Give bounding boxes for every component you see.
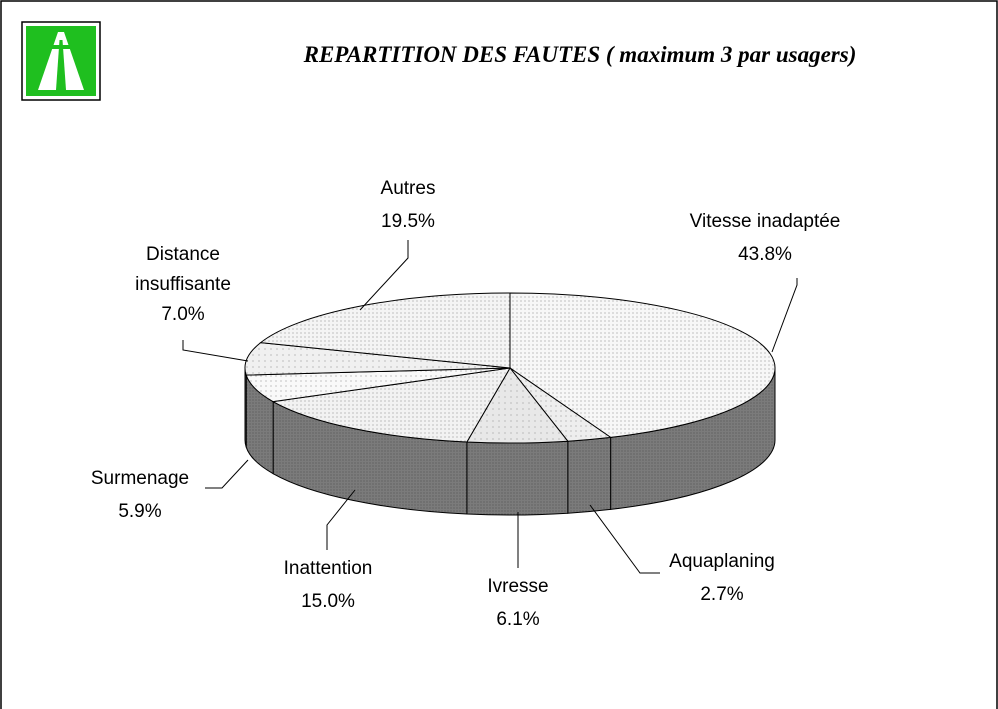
slice-label: Vitesse inadaptée 43.8% [690, 205, 841, 271]
value-label: 6.1% [496, 609, 540, 630]
slice-side [244, 367, 247, 448]
slice-top [509, 292, 776, 438]
category-label: Vitesse inadaptée [689, 211, 841, 232]
category-label: Distance insuffisante [135, 244, 231, 295]
category-label: Surmenage [90, 468, 190, 489]
slice-top [259, 292, 511, 369]
leader-line [205, 459, 249, 489]
value-label: 15.0% [301, 591, 355, 612]
leader-line [589, 504, 660, 574]
category-label: Autres [380, 178, 436, 199]
leader-line [182, 340, 249, 362]
value-label: 7.0% [161, 304, 205, 325]
category-label: Inattention [283, 558, 373, 579]
leader-line [326, 489, 356, 550]
slice-label: Inattention 15.0% [284, 552, 373, 618]
leader-line [359, 240, 409, 311]
slice-label: Autres 19.5% [381, 172, 436, 238]
slice-label: Surmenage 5.9% [91, 462, 189, 528]
slice-label: Aquaplaning 2.7% [669, 545, 775, 611]
slice-label: Distance insuffisante 7.0% [103, 240, 263, 330]
chart-title: REPARTITION DES FAUTES ( maximum 3 par u… [303, 42, 857, 67]
value-label: 19.5% [381, 211, 435, 232]
slice-top [244, 342, 511, 376]
category-label: Aquaplaning [669, 551, 775, 572]
leader-line [771, 278, 798, 353]
pie [182, 240, 798, 574]
slice-side [567, 436, 612, 514]
value-label: 43.8% [738, 244, 792, 265]
category-label: Ivresse [487, 576, 549, 597]
logo [21, 21, 101, 101]
value-label: 5.9% [118, 501, 162, 522]
slice-label: Ivresse 6.1% [487, 570, 548, 636]
slice-top [271, 367, 511, 443]
value-label: 2.7% [700, 584, 744, 605]
slice-side [466, 440, 569, 516]
